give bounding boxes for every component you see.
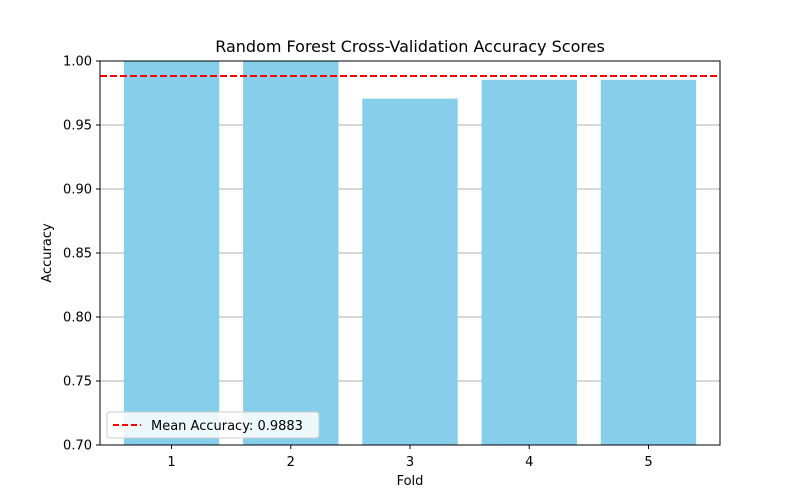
bar-fold-4	[481, 79, 577, 445]
x-tick-label: 4	[525, 455, 533, 470]
x-tick-label: 1	[167, 455, 175, 470]
x-tick-label: 2	[287, 455, 295, 470]
bars	[123, 61, 697, 445]
y-tick-label: 0.95	[63, 119, 92, 134]
y-axis-title: Accuracy	[40, 223, 55, 283]
y-tick-label: 0.75	[63, 375, 92, 390]
legend-box	[106, 411, 320, 439]
legend: Mean Accuracy: 0.9883	[106, 411, 320, 439]
x-tick-label: 3	[406, 455, 414, 470]
bar-fold-5	[600, 79, 697, 445]
chart-title: Random Forest Cross-Validation Accuracy …	[215, 37, 605, 56]
y-axis-ticks: 0.70 0.75 0.80 0.85 0.90 0.95 1.00	[63, 55, 100, 454]
y-tick-label: 0.80	[63, 311, 92, 326]
x-axis-ticks: 1 2 3 4 5	[167, 445, 653, 470]
y-tick-label: 0.90	[63, 183, 92, 198]
x-axis-title: Fold	[397, 474, 424, 489]
bar-fold-1	[123, 61, 220, 445]
bar-fold-3	[362, 98, 458, 445]
y-tick-label: 0.85	[63, 247, 92, 262]
x-tick-label: 5	[644, 455, 652, 470]
legend-label-mean-accuracy: Mean Accuracy: 0.9883	[151, 419, 303, 434]
y-tick-label: 1.00	[63, 55, 92, 70]
y-tick-label: 0.70	[63, 439, 92, 454]
bar-fold-2	[243, 61, 339, 445]
